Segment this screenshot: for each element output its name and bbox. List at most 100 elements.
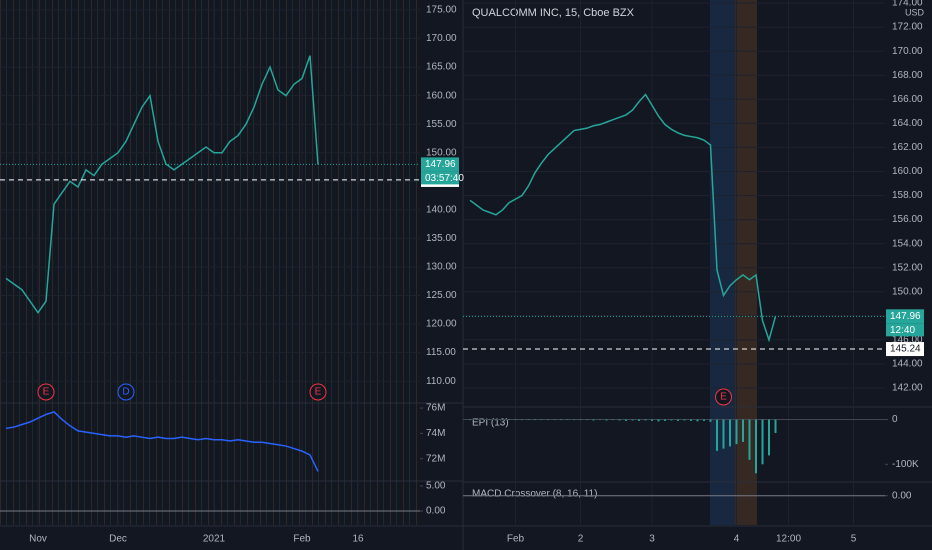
epi-bar [501, 419, 504, 421]
epi-bar [722, 419, 725, 449]
epi-bar [495, 419, 497, 421]
epi-bar [677, 419, 679, 421]
y-tick-label: 160.00 [892, 166, 923, 177]
y-tick-label: 144.00 [892, 359, 923, 370]
epi-bar [670, 419, 673, 421]
y-tick-label: 130.00 [426, 262, 457, 273]
y-tick-label: 170.00 [426, 33, 457, 44]
y-tick-label: 165.00 [426, 62, 457, 73]
y-tick-label: 154.00 [892, 238, 923, 249]
x-tick-label: 16 [352, 534, 364, 545]
y-tick-label: 140.00 [426, 204, 457, 215]
y-tick-label: 0.00 [426, 506, 446, 517]
x-tick-label: Feb [293, 534, 311, 545]
y-tick-label: 152.00 [892, 262, 923, 273]
y-tick-label: 162.00 [892, 142, 923, 153]
y-tick-label: 135.00 [426, 233, 457, 244]
epi-bar [579, 419, 582, 421]
y-tick-label: 160.00 [426, 90, 457, 101]
epi-bar [605, 419, 608, 421]
price-tag [886, 309, 924, 324]
epi-bar [696, 419, 699, 422]
session-stripes [0, 0, 420, 525]
epi-bar [742, 419, 744, 442]
epi-bar [488, 419, 491, 421]
price-tag-label: 147.96 [425, 159, 456, 170]
x-tick-label: 5 [851, 534, 857, 545]
countdown-tag [886, 323, 924, 337]
y-tick-label: 174.00 [892, 0, 923, 9]
epi-bar [586, 419, 588, 421]
volume-line [5, 411, 319, 472]
epi-bar [683, 419, 686, 421]
epi-bar [690, 419, 692, 421]
epi-bar [612, 419, 614, 421]
epi-bar [599, 419, 601, 421]
y-tick-label: 170.00 [892, 46, 923, 57]
x-tick-label: 12:00 [776, 534, 801, 545]
x-tick-label: Dec [109, 534, 127, 545]
y-tick-label: 72M [426, 453, 445, 464]
event-marker [309, 383, 327, 401]
y-tick-label: 120.00 [426, 319, 457, 330]
x-tick-label: 4 [734, 534, 740, 545]
y-tick-label: 156.00 [892, 214, 923, 225]
y-tick-label: 166.00 [892, 94, 923, 105]
y-tick-label: 168.00 [892, 70, 923, 81]
event-label: E [43, 387, 50, 398]
price-tag [886, 342, 924, 357]
y-tick-label: 110.00 [426, 376, 456, 387]
x-tick-label: Nov [29, 534, 47, 545]
y-tick-label: 164.00 [892, 118, 923, 129]
y-tick-label: 5.00 [426, 481, 446, 492]
price-line [469, 93, 777, 343]
y-tick-label: 175.00 [426, 5, 457, 16]
countdown: 12:40 [890, 325, 915, 336]
event-marker [37, 383, 55, 401]
x-tick-label: Feb [507, 534, 525, 545]
symbol-title: QUALCOMM INC, 15, Cboe BZX [472, 7, 635, 19]
epi-bar [475, 419, 478, 421]
y-tick-label: 150.00 [426, 147, 457, 158]
epi-bar [469, 419, 471, 421]
epi-bar [521, 419, 523, 421]
epi-bar [508, 419, 510, 421]
indicator-label: EPI (13) [472, 418, 509, 429]
session-band [735, 0, 757, 525]
epi-bar [748, 419, 751, 460]
y-tick-label: 115.00 [426, 347, 456, 358]
epi-bar [540, 419, 543, 421]
price-tag-label: 147.96 [890, 311, 921, 322]
epi-bar [547, 419, 549, 421]
x-tick-label: 2021 [203, 534, 226, 545]
y-tick-label: 146.00 [892, 335, 923, 346]
x-tick-label: 3 [649, 534, 655, 545]
epi-bar [657, 419, 660, 422]
epi-bar [631, 419, 634, 421]
event-marker [715, 388, 732, 406]
indicator-label: MACD Crossover (8, 16, 11) [472, 489, 597, 500]
event-label: E [315, 387, 322, 398]
y-tick-label: 0.00 [892, 490, 912, 501]
x-tick-label: 2 [578, 534, 584, 545]
epi-bar [716, 419, 718, 451]
y-tick-label: 125.00 [426, 290, 457, 301]
price-tag [421, 157, 459, 172]
epi-bar [644, 419, 647, 421]
y-tick-label: 172.00 [892, 22, 923, 33]
y-tick-label: 150.00 [892, 286, 923, 297]
y-tick-label: 74M [426, 428, 445, 439]
y-tick-label: 76M [426, 403, 445, 414]
epi-bar [560, 419, 562, 421]
epi-bar [527, 419, 530, 421]
y-tick-label: 0 [892, 414, 898, 425]
y-tick-label: 142.00 [892, 383, 923, 394]
event-label: D [122, 387, 129, 398]
epi-bar [553, 419, 556, 421]
event-label: E [720, 392, 727, 403]
epi-bar [768, 419, 770, 456]
epi-bar [618, 419, 621, 421]
epi-bar [755, 419, 757, 474]
